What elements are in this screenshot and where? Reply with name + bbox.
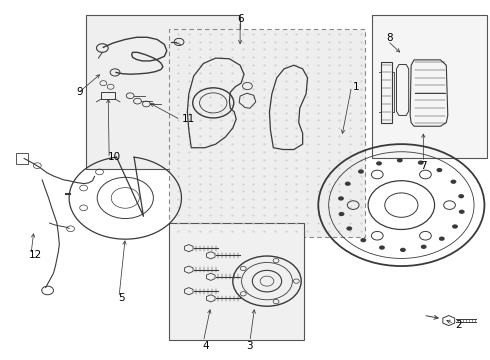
- Text: 7: 7: [420, 161, 427, 171]
- Circle shape: [458, 194, 464, 198]
- Text: 11: 11: [181, 114, 195, 124]
- Text: 2: 2: [455, 320, 462, 330]
- Circle shape: [400, 248, 406, 252]
- Circle shape: [360, 238, 366, 242]
- Text: 6: 6: [237, 14, 244, 24]
- Circle shape: [450, 180, 456, 184]
- Circle shape: [345, 181, 351, 186]
- Text: 3: 3: [246, 341, 253, 351]
- Circle shape: [418, 161, 424, 165]
- Bar: [16, 153, 28, 164]
- Bar: [101, 93, 115, 99]
- Bar: [169, 223, 304, 339]
- Text: 9: 9: [76, 87, 83, 97]
- Circle shape: [437, 168, 442, 172]
- Circle shape: [358, 169, 364, 174]
- Text: 10: 10: [108, 152, 122, 162]
- Text: 1: 1: [352, 82, 359, 92]
- Bar: [372, 15, 487, 158]
- Circle shape: [376, 161, 382, 166]
- Circle shape: [421, 245, 427, 249]
- Circle shape: [439, 237, 445, 241]
- Circle shape: [397, 158, 403, 162]
- Circle shape: [338, 196, 344, 201]
- Text: 4: 4: [202, 341, 209, 351]
- Circle shape: [346, 226, 352, 231]
- Bar: [169, 30, 365, 237]
- Text: 8: 8: [387, 33, 393, 43]
- Circle shape: [379, 246, 385, 250]
- Text: 5: 5: [118, 293, 124, 303]
- Circle shape: [459, 210, 465, 214]
- Circle shape: [452, 224, 458, 229]
- Bar: [86, 15, 240, 169]
- Text: 12: 12: [29, 250, 42, 260]
- Circle shape: [339, 212, 344, 216]
